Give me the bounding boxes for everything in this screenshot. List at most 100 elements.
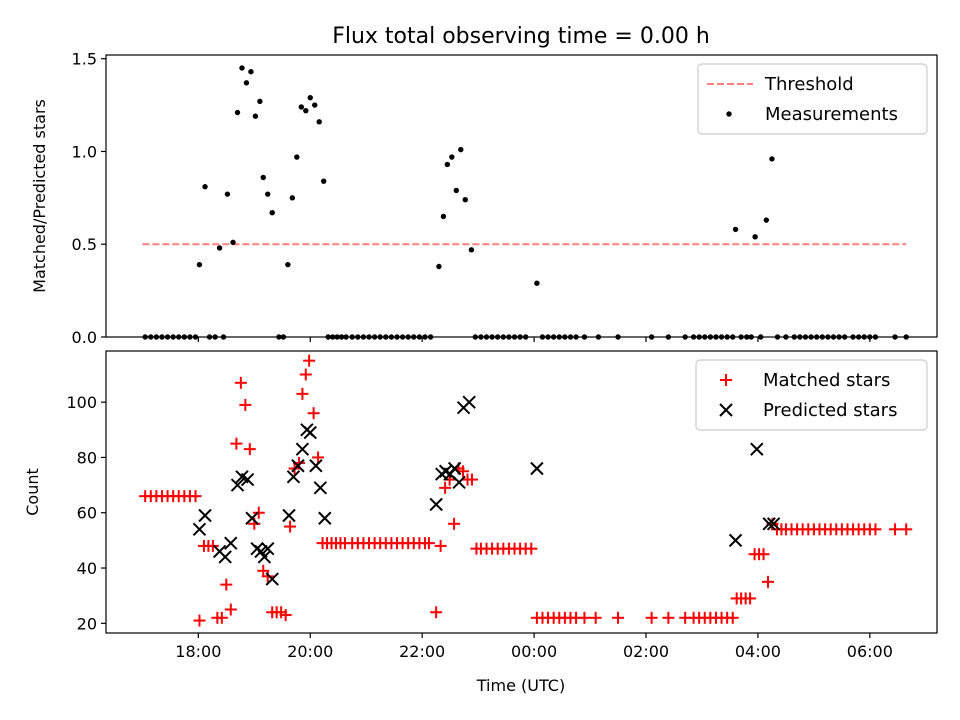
measurements-point bbox=[294, 154, 300, 160]
bottom-y-tick-label: 40 bbox=[77, 559, 97, 578]
top-axes-frame bbox=[105, 54, 938, 338]
predicted-stars-point bbox=[230, 478, 245, 492]
measurements-point bbox=[298, 104, 304, 110]
top-x-ticks bbox=[197, 337, 871, 342]
measurements-point bbox=[243, 80, 250, 86]
measurements-point bbox=[763, 217, 770, 223]
predicted-stars-point bbox=[318, 511, 332, 525]
matched-stars-point bbox=[645, 611, 658, 624]
matched-stars-point bbox=[889, 523, 902, 536]
measurements-point bbox=[449, 154, 455, 160]
measurements-point bbox=[196, 261, 203, 268]
matched-stars-point bbox=[234, 376, 247, 389]
bottom-panel: 20 40 60 80 100 18:00 20:00 22:00 00:00 02:00 04:… bbox=[23, 350, 938, 695]
matched-stars-point bbox=[261, 570, 274, 583]
matched-stars-point bbox=[284, 520, 297, 533]
matched-stars-point bbox=[744, 592, 757, 605]
predicted-stars-point bbox=[728, 533, 743, 548]
bottom-y-tick-label: 20 bbox=[77, 614, 97, 633]
predicted-stars-point bbox=[224, 536, 238, 550]
predicted-stars-point bbox=[762, 517, 776, 531]
measurements-point bbox=[265, 191, 271, 197]
top-panel: 0.0 0.5 1.0 1.5 Matched/Predicted stars Thr… bbox=[30, 50, 938, 347]
matched-stars-point bbox=[303, 354, 316, 367]
predicted-stars-point bbox=[282, 508, 296, 523]
top-y-tick-label: 1.0 bbox=[72, 142, 97, 161]
measurements-point bbox=[202, 184, 208, 190]
matched-stars-point bbox=[762, 575, 775, 588]
measurements-point bbox=[234, 109, 241, 116]
matched-stars-point bbox=[224, 603, 237, 616]
top-legend-box bbox=[697, 63, 928, 135]
bottom-y-tick-label: 80 bbox=[77, 448, 97, 467]
predicted-stars-point bbox=[218, 550, 232, 564]
matched-stars-point bbox=[578, 611, 591, 624]
matched-stars-point bbox=[448, 517, 461, 530]
measurements-point bbox=[440, 213, 447, 220]
measurements-point bbox=[239, 65, 245, 71]
predicted-stars-point bbox=[447, 461, 462, 476]
bottom-legend: Matched stars Predicted stars bbox=[695, 359, 928, 431]
matched-stars-point bbox=[457, 465, 470, 478]
measurements-point bbox=[453, 187, 460, 194]
bottom-x-ticks: 18:00 20:00 22:00 00:00 02:00 04:00 06:00 bbox=[175, 633, 893, 661]
matched-stars-point bbox=[206, 539, 219, 552]
predicted-stars-point bbox=[313, 481, 328, 495]
matched-stars-point bbox=[243, 443, 256, 456]
matched-stars-point bbox=[193, 614, 206, 627]
predicted-stars-point bbox=[452, 475, 466, 490]
bottom-x-tick-label: 00:00 bbox=[511, 642, 557, 661]
measurements-point bbox=[534, 280, 540, 286]
chart-title: Flux total observing time = 0.00 h bbox=[332, 24, 710, 49]
bottom-x-tick-label: 04:00 bbox=[735, 642, 781, 661]
predicted-stars-point bbox=[286, 470, 301, 484]
measurements-point bbox=[216, 245, 223, 251]
predicted-stars-point bbox=[309, 459, 323, 473]
bottom-x-axis-label: Time (UTC) bbox=[476, 676, 565, 695]
matched-stars-point bbox=[299, 368, 312, 381]
predicted-stars-point bbox=[265, 572, 279, 586]
matched-stars-point bbox=[252, 506, 265, 519]
measurements-point bbox=[285, 261, 291, 268]
measurements-point bbox=[248, 68, 254, 75]
top-y-tick-label: 0.0 bbox=[72, 328, 97, 347]
predicted-stars-point bbox=[462, 395, 476, 409]
matched-stars-point bbox=[757, 548, 770, 561]
measurements-point bbox=[316, 119, 322, 125]
matched-stars-point bbox=[525, 542, 538, 555]
bottom-y-axis-label: Count bbox=[23, 468, 42, 516]
predicted-stars-point bbox=[261, 541, 275, 556]
matched-stars-point bbox=[465, 473, 478, 486]
matched-stars-point bbox=[430, 606, 443, 619]
predicted-stars-point bbox=[766, 517, 781, 531]
top-y-tick-label: 1.5 bbox=[72, 50, 97, 69]
matched-stars-point bbox=[900, 523, 913, 536]
predicted-stars-point bbox=[429, 497, 443, 512]
measurements-point bbox=[444, 161, 451, 168]
matched-stars-point bbox=[439, 481, 452, 494]
matched-stars-point bbox=[869, 523, 882, 536]
measurements-point bbox=[303, 107, 309, 114]
bottom-y-tick-label: 100 bbox=[66, 393, 97, 412]
measurements-point bbox=[257, 98, 263, 105]
predicted-stars-point bbox=[303, 425, 317, 440]
bottom-axes-frame bbox=[105, 350, 938, 634]
bottom-x-tick-label: 02:00 bbox=[623, 642, 669, 661]
bottom-x-tick-label: 22:00 bbox=[399, 642, 445, 661]
measurements-point bbox=[732, 226, 739, 233]
legend-threshold-label: Threshold bbox=[764, 74, 854, 95]
bottom-marks bbox=[139, 354, 913, 627]
predicted-stars-point bbox=[198, 508, 212, 523]
top-y-axis-label: Matched/Predicted stars bbox=[30, 99, 49, 293]
bottom-y-ticks: 20 40 60 80 100 bbox=[66, 393, 106, 633]
top-legend: Threshold Measurements bbox=[697, 63, 928, 135]
predicted-stars-point bbox=[291, 459, 305, 473]
bottom-x-tick-label: 06:00 bbox=[847, 642, 893, 661]
legend-predicted-swatch bbox=[719, 403, 733, 417]
predicted-stars-point bbox=[240, 472, 255, 487]
measurements-point bbox=[468, 247, 475, 253]
legend-matched-label: Matched stars bbox=[763, 370, 890, 391]
legend-measurements-swatch bbox=[726, 111, 732, 117]
matched-stars-point bbox=[434, 539, 447, 552]
predicted-stars-point bbox=[530, 461, 544, 476]
